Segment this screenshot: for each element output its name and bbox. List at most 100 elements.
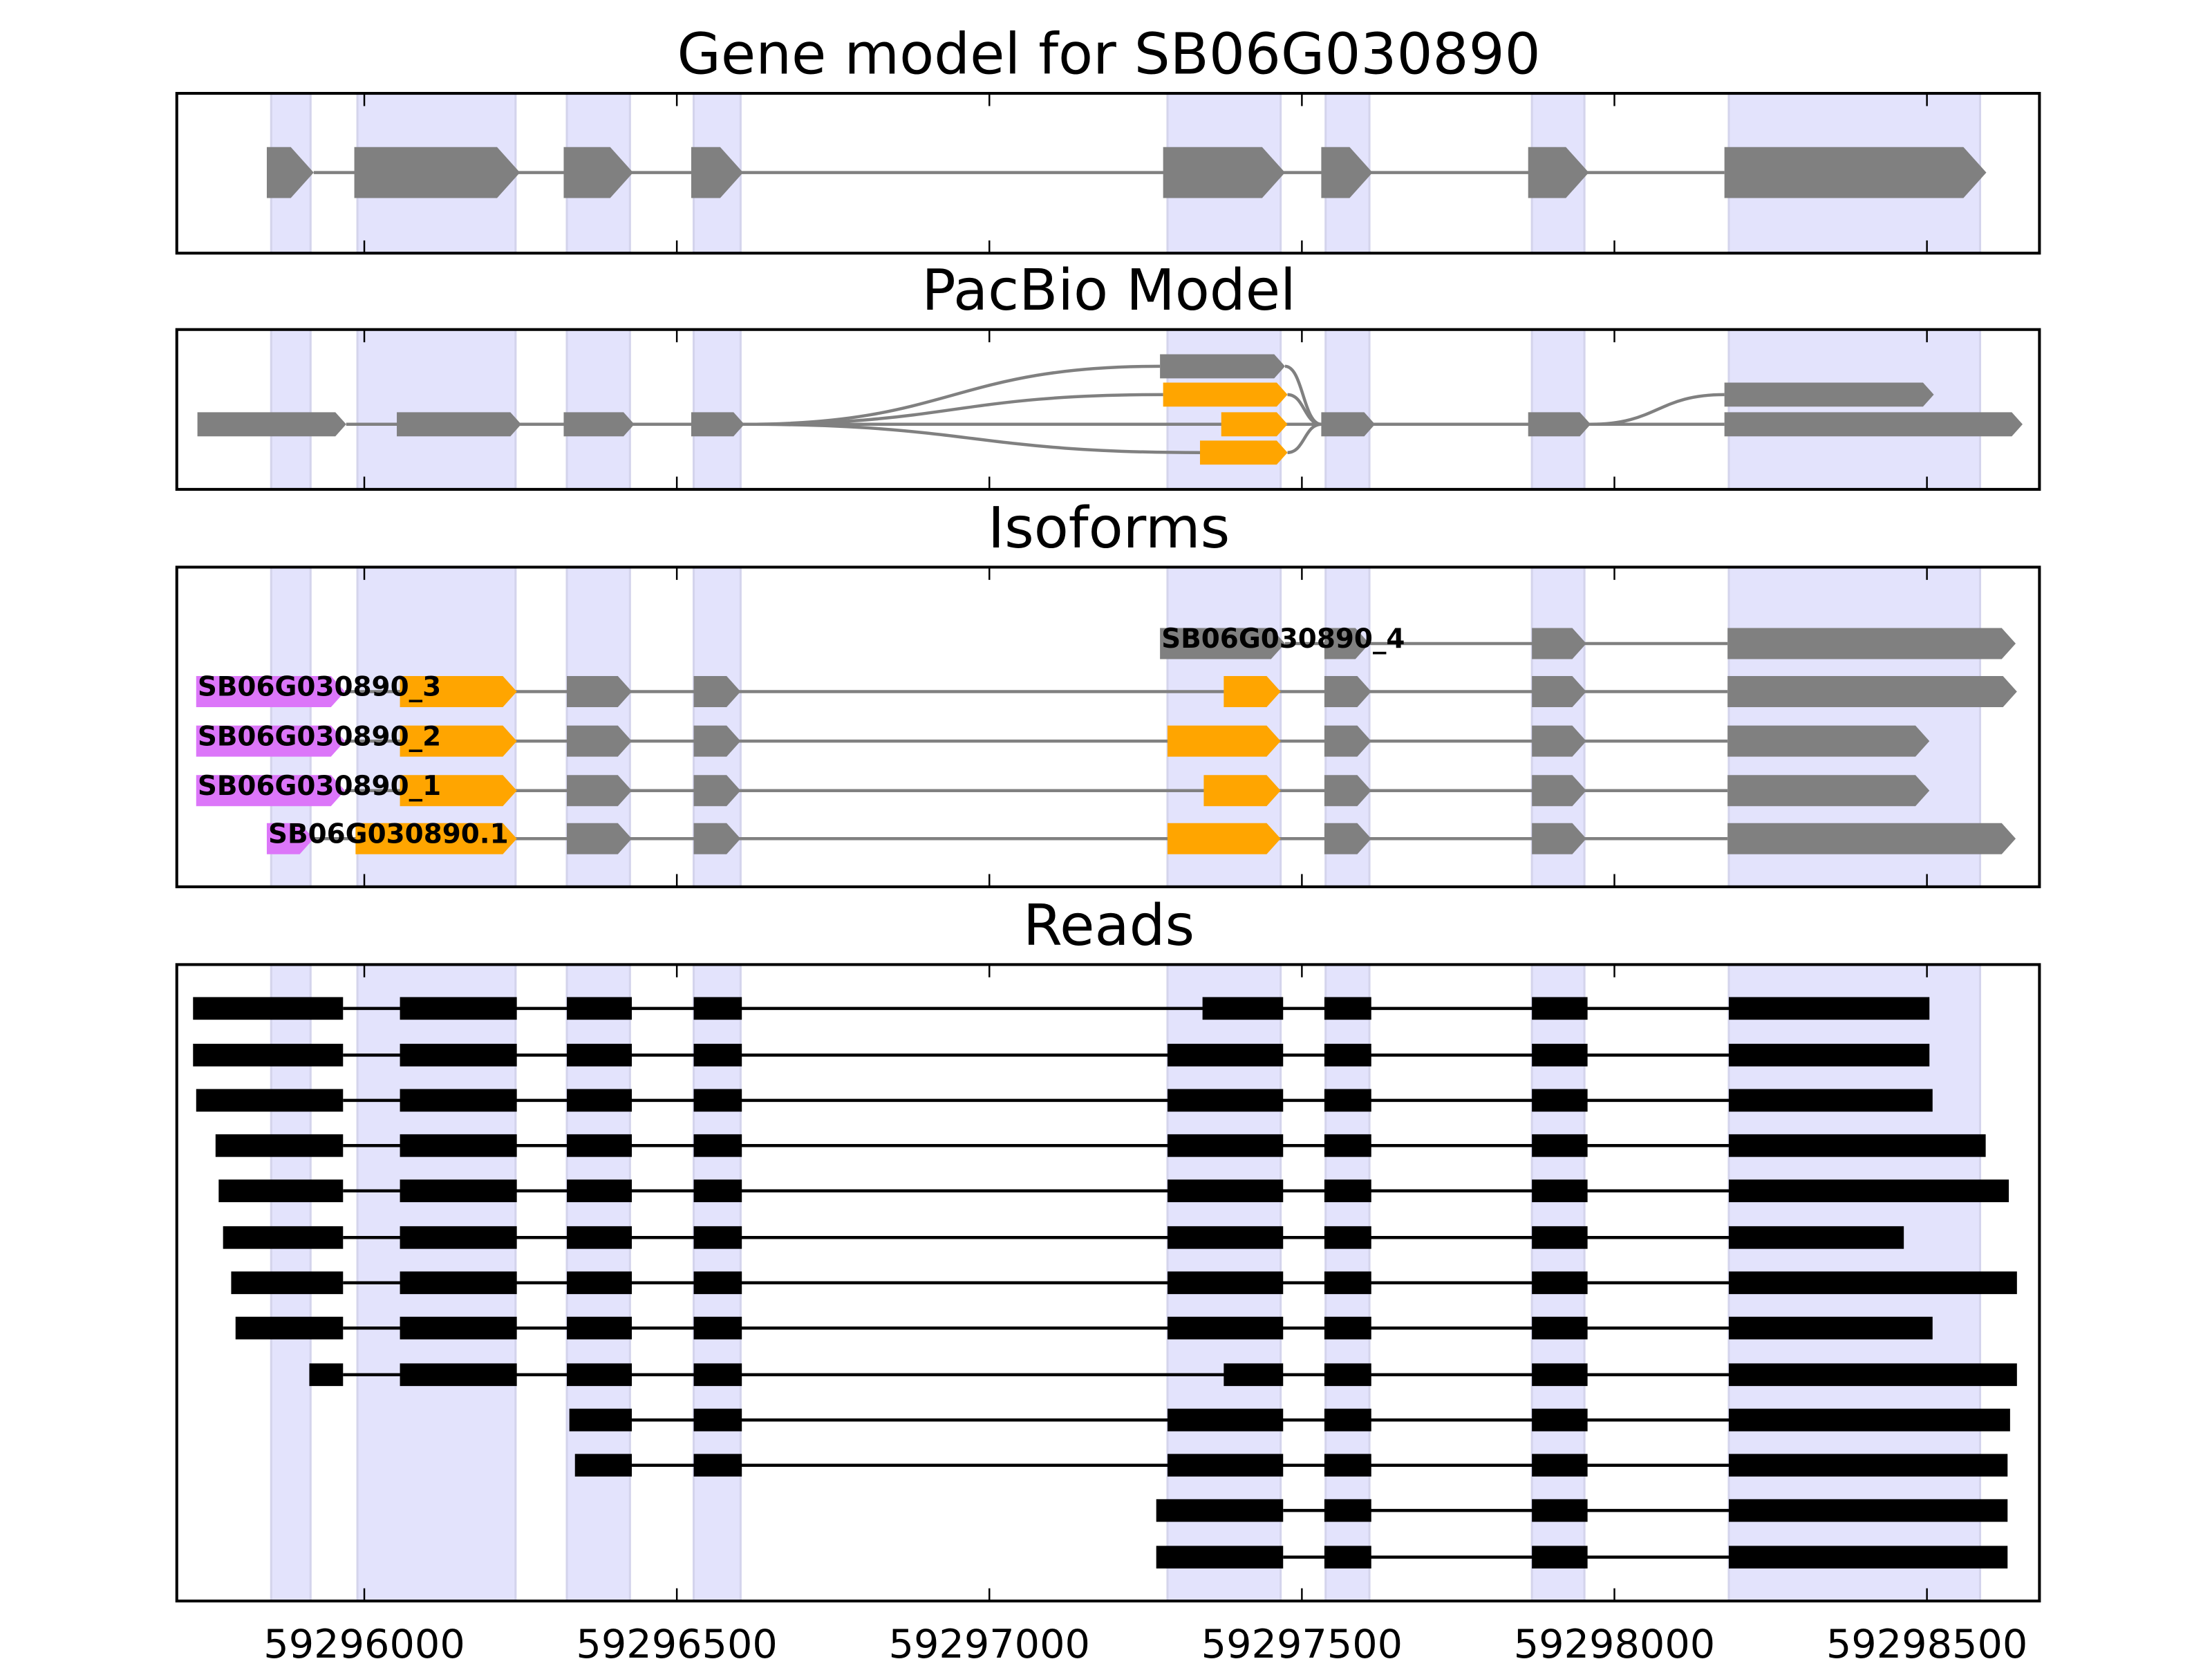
shaded-exon-region xyxy=(565,328,631,491)
exon-gray xyxy=(1324,775,1371,807)
read-block xyxy=(1324,1089,1371,1112)
read-block xyxy=(1532,1179,1588,1203)
shaded-exon-region xyxy=(1166,328,1282,491)
read-block xyxy=(400,1134,517,1157)
read-block xyxy=(1532,997,1588,1020)
exon-orange xyxy=(355,823,517,854)
read-block xyxy=(1324,1226,1371,1249)
isoform-label: SB06G030890_4 xyxy=(1161,624,1405,655)
read-block xyxy=(566,1226,632,1249)
exon-gray xyxy=(693,676,741,708)
read-block xyxy=(1532,1271,1588,1295)
read-block xyxy=(1532,1134,1588,1157)
exon-purple xyxy=(196,725,345,757)
exon-gray xyxy=(1724,147,1987,198)
exon-gray xyxy=(566,775,632,807)
read-block xyxy=(400,1316,517,1340)
exon-gray xyxy=(1724,382,1934,407)
read-block xyxy=(693,1271,742,1295)
read-block xyxy=(566,1134,632,1157)
exon-orange xyxy=(1224,676,1281,708)
x-tick-label: 59298500 xyxy=(1826,1621,2027,1659)
read-block xyxy=(566,1316,632,1340)
read-block xyxy=(566,1043,632,1067)
read-block xyxy=(400,1271,517,1295)
read-block xyxy=(1728,1499,2008,1522)
isoform-label: SB06G030890_2 xyxy=(198,721,441,752)
read-block xyxy=(1167,1226,1284,1249)
read-block xyxy=(1167,1134,1284,1157)
read-block xyxy=(1728,1089,1933,1112)
exon-gray xyxy=(1532,628,1586,659)
exon-gray xyxy=(1321,147,1373,198)
read-block xyxy=(1324,1134,1371,1157)
exon-orange xyxy=(1163,382,1288,407)
x-tick-label: 59298000 xyxy=(1514,1621,1715,1659)
shaded-exon-region xyxy=(1727,328,1982,491)
exon-gray xyxy=(1324,628,1370,659)
read-block xyxy=(1167,1043,1284,1067)
read-block xyxy=(1324,1043,1371,1067)
read-block xyxy=(1728,997,1930,1020)
exon-orange xyxy=(1167,823,1281,854)
exon-gray xyxy=(1727,725,1930,757)
exon-purple xyxy=(196,775,345,807)
read-block xyxy=(566,1271,632,1295)
read-block xyxy=(235,1316,344,1340)
read-block xyxy=(693,1408,742,1432)
read-block xyxy=(1728,1546,2008,1569)
exon-gray xyxy=(1160,628,1285,659)
isoform-label: SB06G030890_3 xyxy=(198,672,441,703)
exon-gray xyxy=(566,725,632,757)
read-block xyxy=(193,997,344,1020)
exon-gray xyxy=(1324,725,1371,757)
read-block xyxy=(566,997,632,1020)
read-block xyxy=(1224,1363,1284,1387)
exon-gray xyxy=(1727,676,2017,708)
read-block xyxy=(1728,1179,2009,1203)
read-block xyxy=(400,1089,517,1112)
read-block xyxy=(693,1226,742,1249)
read-block xyxy=(1167,1454,1284,1477)
exon-gray xyxy=(563,412,635,437)
splice-connector xyxy=(744,422,1200,454)
exon-gray xyxy=(266,147,314,198)
exon-orange xyxy=(400,676,517,708)
exon-gray xyxy=(197,412,346,437)
read-block xyxy=(400,1179,517,1203)
exon-gray xyxy=(1727,628,2016,659)
read-block xyxy=(1728,1408,2010,1432)
x-tick-label: 59296500 xyxy=(576,1621,777,1659)
read-block xyxy=(693,997,742,1020)
exon-gray xyxy=(566,823,632,854)
exon-gray xyxy=(1727,823,2016,854)
read-block xyxy=(1532,1499,1588,1522)
exon-gray xyxy=(691,147,743,198)
read-block xyxy=(223,1226,344,1249)
shaded-exon-region xyxy=(1530,328,1586,491)
exon-orange xyxy=(400,775,517,807)
read-block xyxy=(1202,997,1284,1020)
panel-frame xyxy=(175,91,2041,255)
read-block xyxy=(1532,1316,1588,1340)
exon-gray xyxy=(691,412,744,437)
exon-orange xyxy=(1167,725,1281,757)
read-block xyxy=(1324,1408,1371,1432)
read-block xyxy=(1324,1271,1371,1295)
read-block xyxy=(400,997,517,1020)
exon-purple xyxy=(266,823,314,854)
exon-purple xyxy=(196,676,345,708)
exon-orange xyxy=(1199,440,1288,465)
read-block xyxy=(1156,1546,1284,1569)
exon-gray xyxy=(693,823,741,854)
panel-frame xyxy=(175,565,2041,888)
read-block xyxy=(693,1454,742,1477)
exon-orange xyxy=(1203,775,1281,807)
read-block xyxy=(1532,1043,1588,1067)
read-block xyxy=(1156,1499,1284,1522)
exon-gray xyxy=(1532,676,1586,708)
exon-gray xyxy=(1324,676,1371,708)
read-block xyxy=(1532,1089,1588,1112)
read-block xyxy=(1324,1179,1371,1203)
read-block xyxy=(693,1043,742,1067)
